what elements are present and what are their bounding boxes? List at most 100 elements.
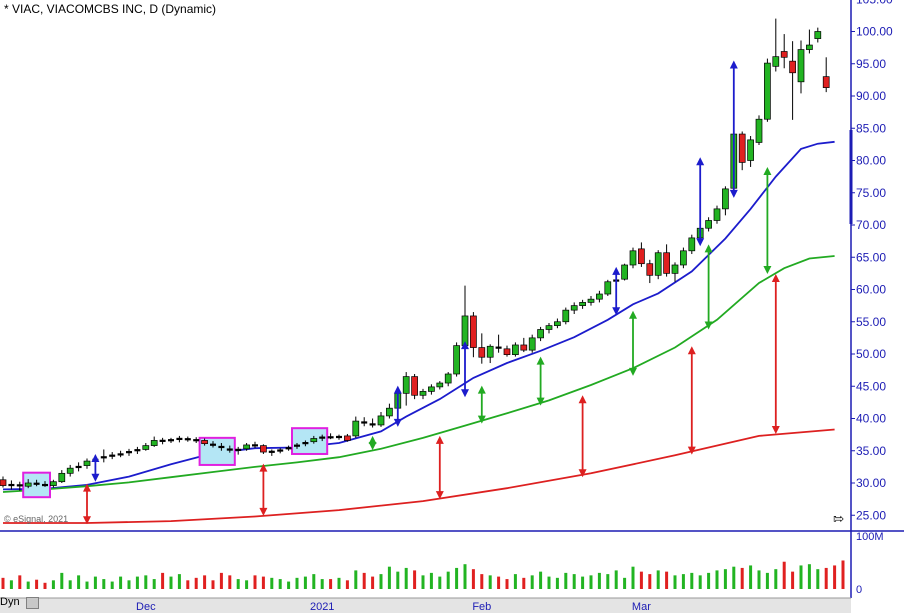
volume-bar <box>463 564 467 589</box>
arrow-head-down <box>612 307 621 316</box>
candle-body <box>16 484 23 487</box>
candle-body <box>814 31 822 39</box>
time-tick-label: Mar <box>632 601 651 613</box>
price-tick-label: 50.00 <box>856 347 886 361</box>
candle-body <box>486 345 494 358</box>
volume-bar <box>68 580 72 589</box>
price-tick-label: 35.00 <box>856 444 886 458</box>
candle-body <box>24 482 32 487</box>
volume-bar <box>26 581 30 589</box>
volume-bar <box>43 582 47 589</box>
price-tick-label: 25.00 <box>856 508 886 522</box>
highlight-boxes <box>22 427 329 499</box>
arrow-head-up <box>704 244 713 253</box>
candle-body <box>722 188 729 210</box>
volume-bar <box>438 576 442 589</box>
volume-bar <box>1 577 5 589</box>
volume-bar <box>824 567 828 589</box>
volume-bar <box>497 576 501 589</box>
candle-body <box>419 391 427 396</box>
candle-body <box>545 325 553 330</box>
highlight-box-3 <box>291 427 329 455</box>
candle-body <box>780 51 788 58</box>
candles <box>0 18 830 491</box>
volume-bar <box>606 574 610 589</box>
candle-body <box>428 386 435 392</box>
candle-body <box>344 435 351 441</box>
candle-body <box>688 237 696 252</box>
volume-bar <box>127 580 131 589</box>
volume-bar <box>161 572 165 589</box>
arrow-head-down <box>536 397 545 406</box>
volume-bar <box>236 579 240 589</box>
volume-bar <box>152 579 156 589</box>
volume-bar <box>446 571 450 589</box>
volume-bar <box>757 570 761 589</box>
candle-body <box>638 248 645 265</box>
volume-bar <box>723 569 727 589</box>
volume-bar <box>681 574 685 589</box>
candle-body <box>570 305 578 311</box>
arrow-head-down <box>259 507 268 516</box>
moving-average-line-1 <box>2 140 835 491</box>
candle-body <box>680 250 687 266</box>
candle-body <box>159 439 166 442</box>
volume-bar <box>656 570 660 589</box>
candle-body <box>210 443 216 446</box>
candle-body <box>126 451 132 454</box>
dyn-label: Dyn <box>0 596 20 608</box>
candle-body <box>33 482 40 485</box>
arrow-head-down <box>461 389 469 398</box>
volume-bar <box>715 570 719 589</box>
volume-bar <box>219 572 223 589</box>
candle-body <box>352 420 360 437</box>
volume-bar <box>169 576 173 589</box>
volume-bar <box>589 575 593 589</box>
candle-body <box>629 250 637 266</box>
distance-arrows <box>83 60 780 525</box>
candle-body <box>117 453 124 456</box>
volume-bar <box>799 565 803 589</box>
arrow-head-up <box>687 346 696 355</box>
volume-bar <box>228 575 232 589</box>
candle-body <box>83 460 91 466</box>
price-axis[interactable]: 25.00 30.00 35.00 40.00 45.00 50.00 55.00 60.00… <box>849 0 893 531</box>
scroll-right-icon[interactable]: ⇰ <box>833 512 844 527</box>
volume-bar <box>18 575 22 589</box>
dyn-toggle-button[interactable] <box>26 597 39 609</box>
candle-body <box>150 440 158 446</box>
volume-bar <box>665 571 669 589</box>
volume-bar <box>841 560 845 589</box>
volume-bar <box>698 575 702 589</box>
candle-body <box>58 472 66 483</box>
arrow-head-down <box>729 189 738 198</box>
volume-bar <box>85 581 89 589</box>
price-tick-label: 105.00 <box>856 0 893 6</box>
volume-bar <box>623 577 627 589</box>
arrow-head-down <box>83 516 91 525</box>
candle-body <box>604 281 612 295</box>
arrow-head-up <box>612 266 621 275</box>
candle-body <box>822 76 830 88</box>
candle-body <box>75 465 82 469</box>
candle-body <box>319 436 326 439</box>
candle-body <box>134 449 141 452</box>
time-axis[interactable]: Dec 2021 Feb Mar <box>0 597 851 613</box>
candle-body <box>42 483 48 487</box>
volume-bar <box>539 571 543 589</box>
price-tick-label: 45.00 <box>856 379 886 393</box>
price-tick-label: 55.00 <box>856 315 886 329</box>
price-tick-label: 80.00 <box>856 154 886 168</box>
volume-bar <box>807 564 811 589</box>
candle-body <box>0 479 7 486</box>
volume-bar <box>774 569 778 589</box>
candle-body <box>252 444 258 447</box>
candle-body <box>277 449 284 452</box>
moving-average-line-2 <box>2 255 835 493</box>
volume-bar <box>791 571 795 589</box>
arrow-head-up <box>393 385 402 394</box>
arrow-head-up <box>259 463 268 472</box>
volume-bar <box>732 566 736 589</box>
volume-bar <box>144 575 148 589</box>
